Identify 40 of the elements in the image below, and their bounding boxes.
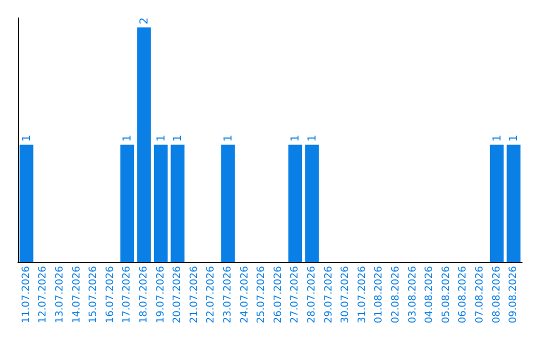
x-tick-label: 06.08.2026 bbox=[458, 266, 469, 324]
x-tick-label: 16.07.2026 bbox=[104, 266, 116, 324]
x-tick-label: 05.08.2026 bbox=[440, 266, 452, 324]
x-tick-label: 18.07.2026 bbox=[138, 266, 150, 324]
x-tick-label: 14.07.2026 bbox=[71, 266, 82, 324]
x-tick-label: 31.07.2026 bbox=[356, 266, 368, 324]
data-label: 1 bbox=[171, 134, 184, 142]
x-tick-label: 26.07.2026 bbox=[272, 266, 284, 324]
x-tick-label: 27.07.2026 bbox=[290, 266, 301, 324]
x-tick-label: 11.07.2026 bbox=[20, 266, 32, 324]
data-label: 2 bbox=[138, 17, 150, 24]
data-label: 1 bbox=[222, 134, 234, 142]
x-tick-label: 20.07.2026 bbox=[172, 266, 184, 324]
x-tick-label: 03.08.2026 bbox=[407, 266, 418, 324]
x-tick-label: 04.08.2026 bbox=[424, 266, 436, 324]
x-tick-label: 25.07.2026 bbox=[256, 266, 268, 324]
data-label: 1 bbox=[507, 134, 520, 142]
x-tick-label: 21.07.2026 bbox=[188, 266, 200, 324]
x-tick-label: 17.07.2026 bbox=[122, 266, 133, 324]
x-tick-label: 29.07.2026 bbox=[323, 266, 334, 324]
x-tick-label: 08.08.2026 bbox=[491, 266, 502, 324]
x-tick-label: 24.07.2026 bbox=[239, 266, 250, 324]
data-label: 1 bbox=[306, 134, 318, 142]
x-tick-label: 15.07.2026 bbox=[88, 266, 100, 324]
data-label: 1 bbox=[120, 134, 134, 142]
x-tick-label: 23.07.2026 bbox=[222, 266, 234, 324]
x-tick-label: 02.08.2026 bbox=[390, 266, 402, 324]
x-tick-label: 01.08.2026 bbox=[374, 266, 385, 324]
x-tick-label: 12.07.2026 bbox=[38, 266, 49, 324]
data-label: 1 bbox=[154, 134, 168, 142]
data-label: 1 bbox=[20, 134, 33, 142]
x-tick-label: 19.07.2026 bbox=[155, 266, 166, 324]
x-tick-label: 09.08.2026 bbox=[508, 266, 520, 324]
x-tick-label: 07.08.2026 bbox=[474, 266, 486, 324]
data-label: 1 bbox=[490, 134, 504, 142]
x-tick-label: 30.07.2026 bbox=[340, 266, 352, 324]
x-tick-label: 28.07.2026 bbox=[306, 266, 318, 324]
data-label: 1 bbox=[288, 134, 302, 142]
x-tick-label: 13.07.2026 bbox=[54, 266, 66, 324]
x-tick-label: 22.07.2026 bbox=[206, 266, 217, 324]
